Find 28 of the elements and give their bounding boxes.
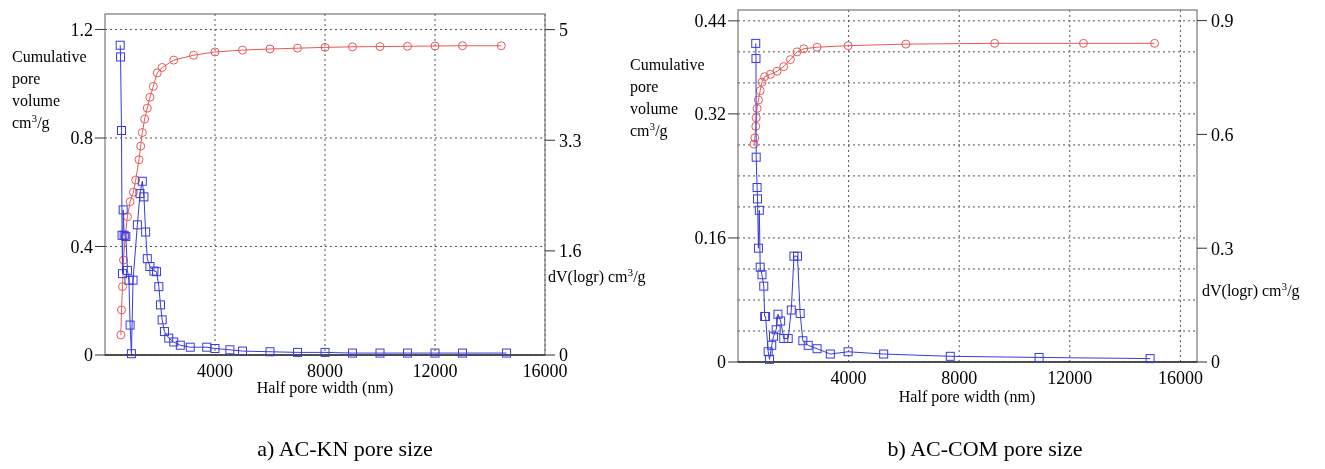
x-tick-label: 16000 <box>1157 368 1203 388</box>
y-tick-label: 0.44 <box>694 11 726 32</box>
x-tick-label: 8000 <box>307 361 343 381</box>
y2-tick-label: 3.3 <box>559 130 582 151</box>
y2-tick-label: 5 <box>559 19 568 40</box>
y2-axis-title: dV(logr) cm$^{3}$/g <box>1202 280 1300 300</box>
y-tick-label: 1.2 <box>70 19 93 40</box>
x-axis-title: Half pore width (nm) <box>256 379 394 397</box>
y2-tick-label: 0 <box>1211 352 1220 373</box>
y-tick-label: 0.4 <box>70 236 93 257</box>
y2-tick-label: 0.6 <box>1211 124 1234 145</box>
x-tick-label: 12000 <box>412 361 458 381</box>
x-axis-title: Half pore width (nm) <box>898 388 1036 406</box>
x-tick-label: 16000 <box>522 361 568 381</box>
x-tick-label: 8000 <box>941 368 978 388</box>
x-tick-label: 4000 <box>830 368 867 388</box>
y-tick-label: 0 <box>717 352 726 373</box>
y2-axis-title: dV(logr) cm$^{3}$/g <box>548 266 646 286</box>
text: b) AC-COM pore size <box>887 436 1083 461</box>
y2-tick-label: 0.9 <box>1211 10 1234 31</box>
y-tick-label: 0.16 <box>694 228 726 249</box>
y-tick-label: 0 <box>84 345 93 366</box>
y-tick-label: 0.32 <box>694 104 726 125</box>
y2-tick-label: 0.3 <box>1211 238 1234 259</box>
x-tick-label: 4000 <box>197 361 233 381</box>
x-tick-label: 12000 <box>1047 368 1093 388</box>
y2-tick-label: 1.6 <box>559 241 582 262</box>
text: a) AC-KN pore size <box>257 436 433 461</box>
